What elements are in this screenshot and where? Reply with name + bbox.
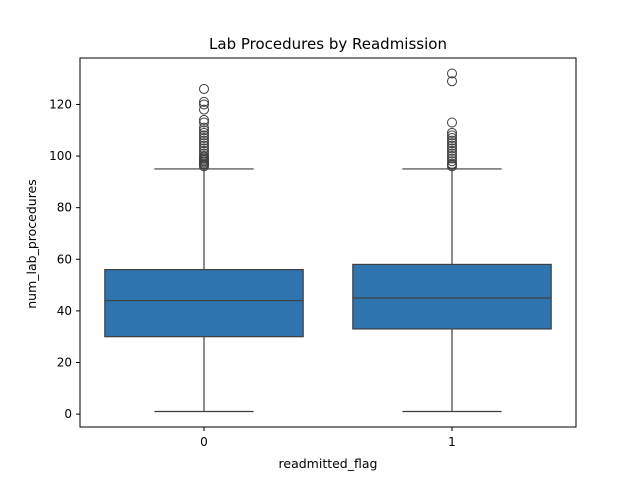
outlier-point-cat-0 bbox=[199, 132, 209, 143]
outlier-point-cat-0 bbox=[199, 143, 209, 154]
outlier-point-cat-1 bbox=[447, 151, 457, 162]
outlier-point-cat-1 bbox=[447, 130, 457, 141]
y-tick-label: 60 bbox=[57, 252, 72, 266]
box-iqr-cat-1 bbox=[352, 263, 552, 330]
outlier-point-cat-0 bbox=[199, 114, 209, 125]
box-iqr-cat-0 bbox=[104, 268, 304, 338]
y-tick-label: 100 bbox=[49, 149, 72, 163]
outlier-point-cat-0 bbox=[199, 138, 209, 149]
y-tick-label: 20 bbox=[57, 355, 72, 369]
outlier-point-cat-0 bbox=[199, 99, 209, 110]
outlier-point-cat-0 bbox=[199, 125, 209, 136]
outlier-point-cat-1 bbox=[447, 68, 457, 79]
x-tick-label: 1 bbox=[448, 435, 456, 449]
outlier-point-cat-1 bbox=[447, 138, 457, 149]
outlier-point-cat-1 bbox=[447, 127, 457, 138]
outlier-point-cat-0 bbox=[199, 130, 209, 141]
outlier-point-cat-1 bbox=[447, 143, 457, 154]
plot-area: 0 20 40 60 80 100 120 0 1 bbox=[49, 57, 577, 449]
outlier-point-cat-0 bbox=[199, 122, 209, 133]
outlier-point-cat-0 bbox=[199, 140, 209, 151]
y-tick-label: 40 bbox=[57, 304, 72, 318]
outlier-point-cat-0 bbox=[199, 117, 209, 128]
outlier-point-cat-1 bbox=[447, 76, 457, 87]
outlier-point-cat-0 bbox=[199, 127, 209, 138]
x-axis-label: readmitted_flag bbox=[279, 456, 378, 471]
outlier-point-cat-1 bbox=[447, 153, 457, 164]
chart-title: Lab Procedures by Readmission bbox=[209, 35, 447, 53]
outlier-point-cat-1 bbox=[447, 135, 457, 146]
y-axis-label: num_lab_procedures bbox=[24, 179, 39, 309]
outlier-point-cat-0 bbox=[199, 96, 209, 107]
outlier-point-cat-1 bbox=[447, 140, 457, 151]
outlier-point-cat-1 bbox=[447, 156, 457, 167]
outlier-point-cat-0 bbox=[199, 104, 209, 115]
outlier-point-cat-0 bbox=[199, 135, 209, 146]
outlier-point-cat-1 bbox=[447, 132, 457, 143]
outlier-point-cat-1 bbox=[447, 158, 457, 169]
outlier-point-cat-1 bbox=[447, 117, 457, 128]
outlier-point-cat-0 bbox=[199, 145, 209, 156]
plot-frame bbox=[79, 57, 577, 428]
outlier-point-cat-1 bbox=[447, 148, 457, 159]
outlier-point-cat-0 bbox=[199, 148, 209, 159]
outlier-point-cat-1 bbox=[447, 145, 457, 156]
y-tick-label: 80 bbox=[57, 201, 72, 215]
y-tick-label: 0 bbox=[64, 407, 72, 421]
outlier-point-cat-0 bbox=[199, 83, 209, 94]
outlier-point-cat-0 bbox=[199, 151, 209, 162]
x-tick-label: 0 bbox=[200, 435, 208, 449]
y-tick-label: 120 bbox=[49, 97, 72, 111]
